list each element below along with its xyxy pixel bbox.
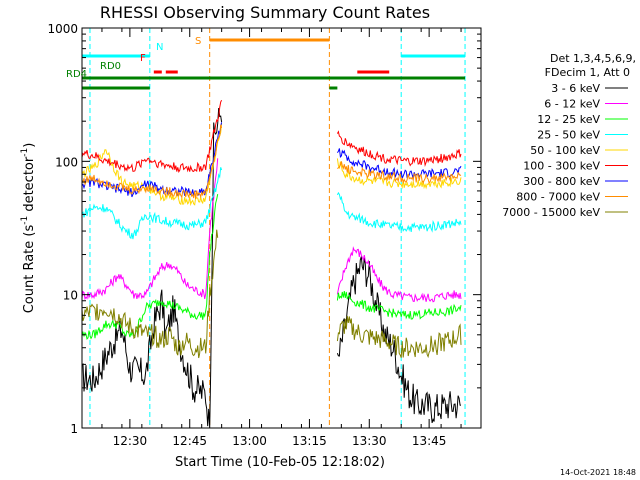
- legend-label-2: 6 - 12 keV: [544, 98, 600, 111]
- y-tick-label: 10: [63, 289, 78, 303]
- x-axis-label: Start Time (10-Feb-05 12:18:02): [175, 455, 385, 470]
- x-tick-label: 13:45: [412, 434, 447, 448]
- flag-label-f: F: [140, 53, 146, 64]
- x-tick-label: 13:00: [232, 434, 267, 448]
- series-line-2: [82, 158, 219, 301]
- legend-label-1: 3 - 6 keV: [551, 82, 600, 95]
- legend-header-1: Det 1,3,4,5,6,9,: [550, 52, 636, 65]
- chart-title: RHESSI Observing Summary Count Rates: [100, 3, 430, 22]
- flag-label-s: S: [195, 36, 201, 47]
- legend-label-7: 300 - 800 keV: [523, 175, 600, 188]
- x-tick-label: 12:45: [172, 434, 207, 448]
- y-axis: 1 10 100 1000: [47, 22, 481, 436]
- flag-label-rd0: RD0: [100, 61, 121, 72]
- flag-layer: [82, 28, 466, 428]
- series-line-1-b: [336, 256, 462, 424]
- x-tick-label: 13:30: [352, 434, 387, 448]
- series-line-7: [82, 122, 223, 198]
- series-line-6: [82, 99, 223, 173]
- ylabel-part-5: ): [22, 143, 37, 148]
- series-line-4-b: [336, 191, 462, 233]
- series-line-1: [82, 107, 223, 428]
- series-line-8-b: [337, 161, 462, 185]
- legend-label-5: 50 - 100 keV: [530, 144, 600, 157]
- ylabel-part-3: detector: [22, 156, 37, 216]
- legend-label-4: 25 - 50 keV: [537, 129, 600, 142]
- series-line-5-b: [336, 158, 462, 190]
- legend-label-3: 12 - 25 keV: [537, 113, 600, 126]
- legend-label-6: 100 - 300 keV: [523, 160, 600, 173]
- series-line-5: [82, 123, 223, 207]
- legend-label-8: 800 - 7000 keV: [516, 191, 600, 204]
- y-axis-label: Count Rate (s-1 detector-1): [20, 143, 37, 314]
- footer-date: 14-Oct-2021 18:48: [560, 468, 636, 477]
- y-tick-label: 100: [55, 155, 78, 169]
- series-line-4: [82, 167, 223, 240]
- y-tick-label: 1000: [47, 22, 78, 36]
- ylabel-part-2: -1: [20, 216, 30, 225]
- series-layer: [82, 99, 462, 428]
- svg-text:Count Rate (s-1 detector-1): Count Rate (s-1 detector-1): [20, 143, 37, 314]
- x-tick-label: 13:15: [292, 434, 327, 448]
- x-tick-label: 12:30: [113, 434, 148, 448]
- series-line-9: [82, 229, 219, 359]
- series-line-8: [82, 124, 223, 199]
- x-axis: 12:30 12:45 13:00 13:15 13:30 13:45: [81, 28, 482, 448]
- flag-label-rd4: RD4: [66, 69, 87, 80]
- legend-label-9: 7000 - 15000 keV: [502, 206, 600, 219]
- legend-header-2: FDecim 1, Att 0: [545, 66, 630, 79]
- series-line-6-b: [336, 130, 462, 167]
- flag-label-n: N: [156, 42, 163, 53]
- plot-area: [82, 28, 466, 428]
- ylabel-part-1: Count Rate (s: [22, 225, 37, 314]
- series-line-9-b: [336, 315, 462, 359]
- series-line-3-b: [336, 291, 462, 320]
- y-tick-label: 1: [70, 422, 78, 436]
- ylabel-part-4: -1: [20, 148, 30, 157]
- series-line-3: [82, 194, 219, 340]
- legend: Det 1,3,4,5,6,9, FDecim 1, Att 0 3 - 6 k…: [502, 52, 636, 219]
- series-line-2-b: [336, 246, 462, 303]
